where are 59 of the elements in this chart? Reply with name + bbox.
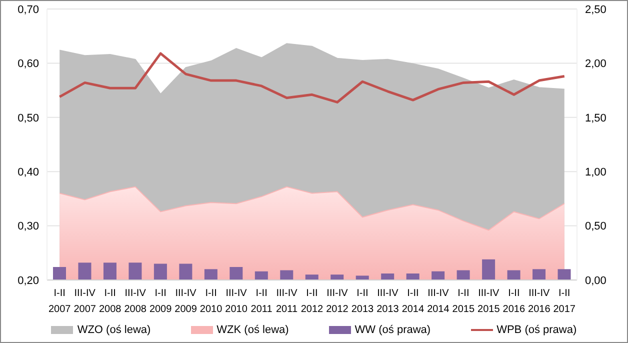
x-tick-label: I-II 2007 <box>48 288 72 315</box>
y-tick-label: 0,40 <box>18 166 39 179</box>
x-tick-label: I-II 2012 <box>300 288 324 315</box>
x-tick-label: I-II 2013 <box>351 288 374 315</box>
y2-tick-label: 0,50 <box>585 220 606 233</box>
x-tick-label: I-II 2010 <box>200 288 223 315</box>
bar <box>482 259 496 280</box>
x-tick-label: I-II 2008 <box>98 288 122 315</box>
bar <box>305 274 318 280</box>
bar <box>432 271 445 280</box>
y2-tick-label: 2,00 <box>585 58 606 70</box>
x-tick-label: III-IV 2011 <box>276 288 298 315</box>
y-tick-label: 0,30 <box>18 220 39 233</box>
bar <box>78 262 92 280</box>
x-tick-label: III-IV 2016 <box>528 288 551 315</box>
legend-label: WZK (oś lewa) <box>216 324 289 336</box>
bar <box>356 276 369 280</box>
bar <box>103 262 116 280</box>
y2-tick-label: 1,00 <box>585 166 606 179</box>
x-tick-label: III-IV 2010 <box>225 288 248 315</box>
bar <box>204 269 218 280</box>
line-series <box>58 52 566 104</box>
x-tick-label: I-II 2014 <box>402 288 425 315</box>
x-tick-label: I-II 2011 <box>250 288 273 315</box>
y-tick-label: 0,70 <box>18 4 39 16</box>
x-tick-label: I-II 2009 <box>149 288 172 315</box>
x-tick-label: I-II 2015 <box>452 288 475 315</box>
bar <box>532 269 546 280</box>
legend-label: WW (oś prawa) <box>354 324 431 336</box>
x-tick-label: III-IV 2007 <box>74 288 96 315</box>
bar <box>558 269 571 280</box>
x-tick-label: III-IV 2013 <box>376 288 400 315</box>
bar <box>381 273 394 280</box>
y2-tick-label: 0,00 <box>585 274 606 287</box>
bar <box>507 270 520 280</box>
bar <box>280 270 294 280</box>
bar <box>254 271 268 280</box>
bar <box>154 264 167 280</box>
y-tick-label: 0,50 <box>18 112 39 124</box>
bar <box>128 262 142 280</box>
x-tick-label: III-IV 2009 <box>174 288 198 315</box>
y2-tick-label: 2,50 <box>585 4 606 16</box>
x-tick-label: III-IV 2008 <box>124 288 147 315</box>
x-tick-label: I-II 2017 <box>553 288 576 315</box>
x-tick-label: I-II 2016 <box>502 288 526 315</box>
legend-label: WZO (oś lewa) <box>76 324 151 336</box>
bar <box>406 273 420 280</box>
legend-label: WPB (oś prawa) <box>496 324 577 336</box>
bar <box>53 266 66 280</box>
y2-tick-label: 1,50 <box>585 112 606 124</box>
bar <box>330 274 344 280</box>
y-tick-label: 0,60 <box>18 58 39 70</box>
bar <box>179 264 192 280</box>
x-tick-label: III-IV 2012 <box>326 288 349 315</box>
x-tick-label: III-IV 2014 <box>427 288 450 315</box>
x-tick-label: III-IV 2015 <box>478 288 500 315</box>
bar <box>456 270 470 280</box>
bar <box>230 266 243 280</box>
y-tick-label: 0,20 <box>18 274 39 287</box>
